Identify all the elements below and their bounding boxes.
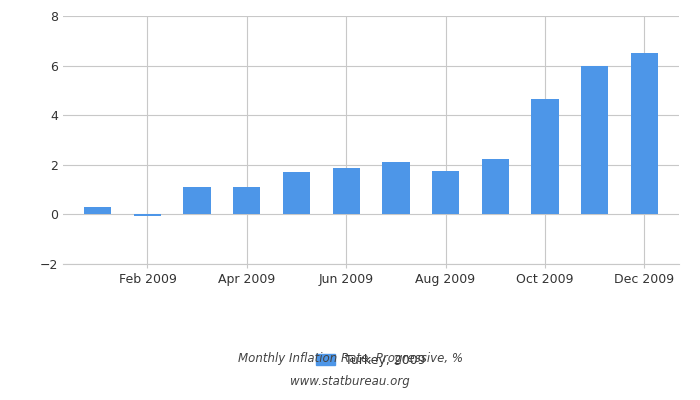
Bar <box>482 159 509 214</box>
Bar <box>134 214 161 216</box>
Bar <box>531 99 559 214</box>
Bar <box>432 171 459 214</box>
Bar <box>84 207 111 214</box>
Legend: Turkey, 2009: Turkey, 2009 <box>312 349 430 372</box>
Bar <box>283 172 310 214</box>
Bar <box>631 53 658 214</box>
Bar <box>183 187 211 214</box>
Text: Monthly Inflation Rate, Progressive, %: Monthly Inflation Rate, Progressive, % <box>237 352 463 365</box>
Bar <box>581 66 608 214</box>
Bar <box>233 187 260 214</box>
Bar <box>332 168 360 214</box>
Text: www.statbureau.org: www.statbureau.org <box>290 375 410 388</box>
Bar <box>382 162 410 214</box>
